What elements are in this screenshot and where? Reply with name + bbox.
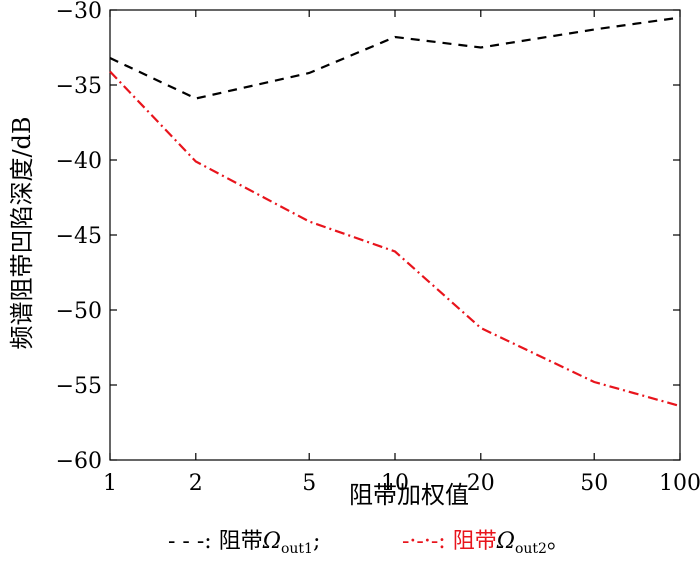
y-tick-label: −55 [56, 374, 102, 399]
y-tick-label: −30 [56, 0, 102, 24]
y-tick-label: −50 [56, 299, 102, 324]
x-tick-label: 20 [467, 471, 495, 496]
y-tick-label: −35 [56, 74, 102, 99]
legend-item-1: - - -: 阻带Ωout1; [168, 529, 320, 557]
plot-frame [109, 9, 681, 461]
x-tick-label: 100 [659, 471, 700, 496]
x-tick-label: 2 [189, 471, 203, 496]
x-tick-label: 50 [580, 471, 608, 496]
y-axis-label: 频谱阻带凹陷深度/dB [8, 116, 36, 349]
x-tick-label: 10 [381, 471, 409, 496]
legend-item-2: -·-·-: 阻带Ωout2。 [402, 529, 569, 557]
y-tick-label: −45 [56, 224, 102, 249]
y-tick-label: −40 [56, 149, 102, 174]
x-tick-label: 1 [103, 471, 117, 496]
x-axis-label: 阻带加权值 [349, 481, 469, 509]
legend: - - -: 阻带Ωout1; -·-·-: 阻带Ωout2。 [168, 529, 569, 557]
x-tick-label: 5 [302, 471, 316, 496]
series-line-1 [109, 16, 681, 100]
series-line-2 [109, 70, 681, 408]
y-tick-label: −60 [56, 449, 102, 474]
plot-area: 1 2 5 10 20 50 100 −60 −55 −50 −45 −40 −35 −30 [56, 0, 700, 496]
